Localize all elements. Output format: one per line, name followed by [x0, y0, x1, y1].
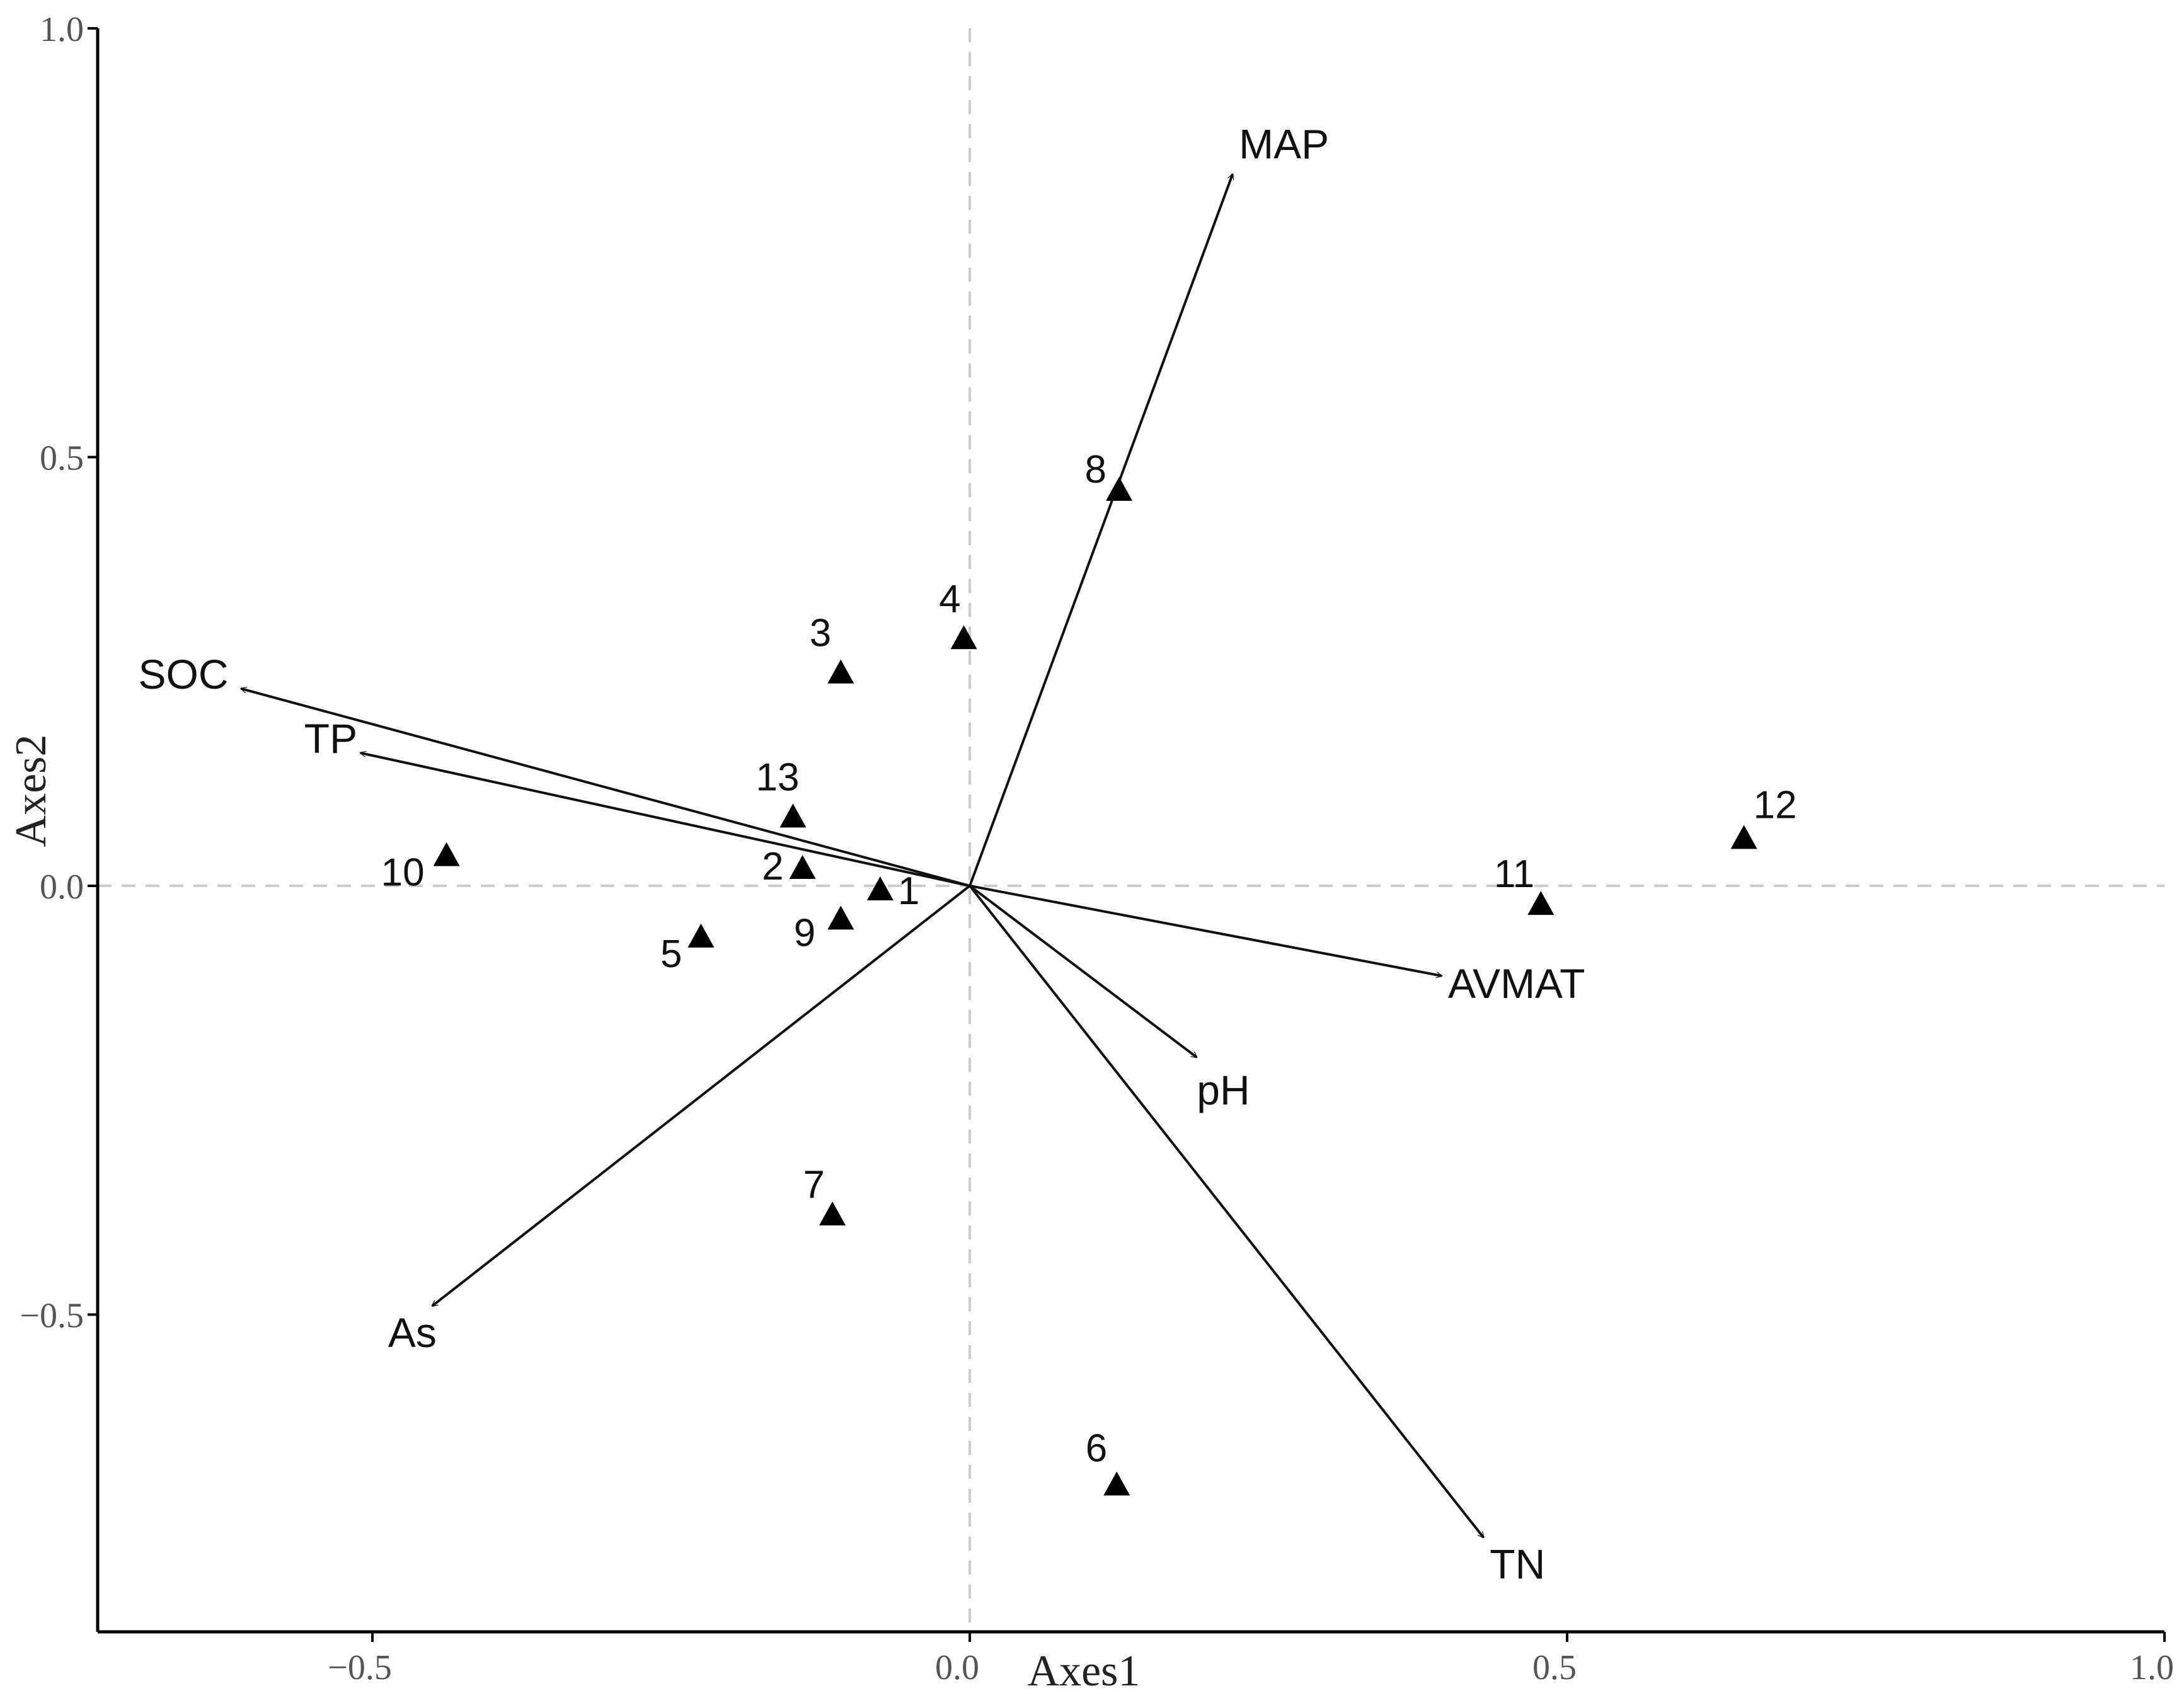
site-marker — [687, 923, 715, 948]
x-axis-title: Axes1 — [1028, 1647, 1141, 1695]
site-marker — [1106, 476, 1133, 501]
x-tick-label: 1.0 — [2130, 1648, 2174, 1687]
site-label: 11 — [1494, 852, 1534, 896]
site-label: 10 — [381, 851, 425, 895]
site-marker — [433, 842, 460, 866]
vector-arrow — [241, 689, 970, 887]
y-tick-label: −0.5 — [20, 1296, 84, 1335]
y-tick-label: 0.5 — [40, 439, 84, 478]
environmental-vectors: MAP SOC TP AVMAT pH TN As — [138, 120, 1585, 1587]
site-label: 2 — [762, 845, 783, 888]
site-label: 5 — [660, 932, 682, 976]
site-label: 9 — [794, 911, 815, 955]
vector-arrow — [432, 885, 971, 1307]
axes: −0.5 0.0 0.5 1.0 −0.5 0.0 0.5 1.0 — [20, 10, 2174, 1687]
vector-label: SOC — [138, 651, 228, 697]
vector-arrow — [968, 885, 1485, 1537]
vector-label: TP — [304, 715, 357, 762]
vector-arrow — [360, 753, 970, 887]
site-marker — [1527, 891, 1555, 915]
site-label: 7 — [803, 1163, 825, 1207]
site-marker — [950, 625, 977, 650]
y-axis-title: Axes2 — [7, 735, 55, 847]
site-marker — [827, 659, 854, 684]
vector-arrow — [968, 174, 1233, 886]
site-marker — [1103, 1471, 1130, 1496]
site-label: 13 — [756, 755, 799, 799]
x-tick-label: 0.5 — [1532, 1648, 1577, 1687]
site-label: 8 — [1085, 448, 1106, 491]
site-label: 1 — [898, 869, 919, 913]
y-tick-label: 0.0 — [40, 868, 84, 907]
site-marker — [827, 905, 854, 930]
vector-arrow — [968, 885, 1197, 1058]
site-marker — [789, 855, 816, 880]
site-marker — [779, 803, 807, 828]
reference-lines — [98, 28, 2164, 1632]
site-label: 3 — [810, 612, 831, 655]
site-marker — [866, 876, 894, 901]
vector-label: pH — [1197, 1067, 1250, 1113]
site-label: 6 — [1086, 1427, 1107, 1471]
x-tick-label: −0.5 — [328, 1648, 392, 1687]
y-tick-label: 1.0 — [40, 10, 84, 49]
site-marker — [1730, 825, 1757, 849]
vector-arrow — [969, 884, 1442, 976]
site-marker — [819, 1201, 846, 1225]
site-label: 12 — [1754, 783, 1797, 827]
site-label: 4 — [939, 577, 960, 621]
vector-label: TN — [1490, 1540, 1545, 1587]
vector-label: AVMAT — [1448, 960, 1585, 1007]
vector-label: MAP — [1239, 120, 1329, 167]
vector-label: As — [388, 1309, 437, 1356]
x-tick-label: 0.0 — [935, 1648, 979, 1687]
